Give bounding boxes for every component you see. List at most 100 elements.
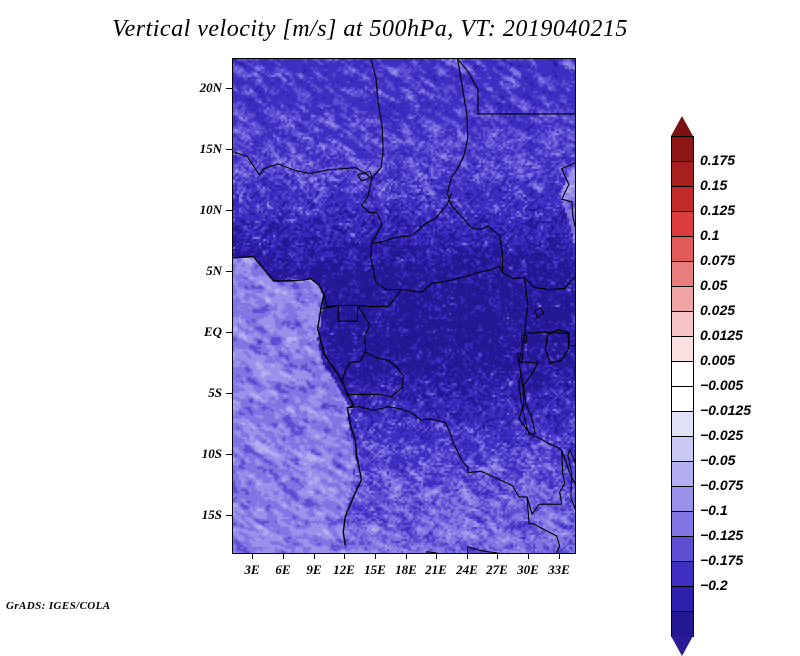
x-tick-mark: [283, 553, 284, 559]
x-axis-label: 9E: [306, 562, 322, 577]
y-tick-mark: [226, 271, 232, 272]
map-boundary-line: [559, 450, 566, 505]
map-boundary-line: [357, 170, 373, 182]
y-axis-label: 10N: [199, 202, 222, 217]
map-boundary-line: [561, 450, 575, 486]
x-tick-mark: [528, 553, 529, 559]
y-axis-label: 5N: [206, 263, 222, 278]
map-boundary-line: [526, 496, 561, 553]
map-boundary-line: [517, 352, 524, 364]
x-tick-mark: [497, 553, 498, 559]
colorbar-band: [671, 211, 694, 237]
colorbar-tick-label: 0.075: [700, 252, 736, 268]
map-boundary-line: [370, 59, 384, 179]
map-boundary-line: [371, 193, 453, 244]
colorbar-tick-label: 0.1: [700, 227, 720, 243]
map-boundary-line: [467, 546, 499, 553]
x-tick-mark: [314, 553, 315, 559]
colorbar-band: [671, 261, 694, 287]
map-boundary-line: [541, 276, 575, 291]
map-boundary-line: [518, 277, 563, 451]
colorbar-band: [671, 286, 694, 312]
map-boundary-line: [347, 351, 405, 398]
colorbar-tick-label: 0.125: [700, 202, 736, 218]
colorbar-band: [671, 361, 694, 387]
x-axis-label: 3E: [244, 562, 260, 577]
map-boundary-line: [347, 406, 469, 473]
colorbar-band: [671, 536, 694, 562]
y-axis-label: 20N: [199, 80, 222, 95]
map-boundary-line: [446, 59, 504, 273]
colorbar-band: [671, 461, 694, 487]
colorbar-max-arrow: [671, 116, 693, 136]
map-boundary-line: [426, 551, 438, 553]
x-axis-label: 24E: [456, 562, 478, 577]
map-boundary-line: [337, 305, 359, 322]
map-boundary-line: [522, 361, 539, 388]
colorbar-band: [671, 511, 694, 537]
colorbar-tick-label: −0.025: [700, 427, 744, 443]
colorbar-tick-label: −0.1: [700, 502, 728, 518]
x-axis-label: 21E: [425, 562, 447, 577]
colorbar-tick-label: −0.2: [700, 577, 728, 593]
x-tick-mark: [406, 553, 407, 559]
colorbar-tick-label: 0.025: [700, 302, 736, 318]
vertical-velocity-heatmap: [233, 59, 575, 553]
map-boundary-line: [457, 59, 479, 114]
y-tick-mark: [226, 393, 232, 394]
grads-credit: GrADS: IGES/COLA: [6, 600, 111, 612]
colorbar-tick-label: 0.0125: [700, 327, 743, 343]
map-boundary-line: [534, 307, 545, 319]
x-axis-label: 18E: [395, 562, 417, 577]
colorbar-band: [671, 411, 694, 437]
colorbar-band: [671, 436, 694, 462]
x-tick-mark: [559, 553, 560, 559]
y-tick-mark: [226, 454, 232, 455]
y-axis-label: 5S: [208, 385, 222, 400]
y-tick-mark: [226, 210, 232, 211]
colorbar-tick-label: 0.005: [700, 352, 736, 368]
colorbar-band: [671, 586, 694, 612]
x-tick-mark: [436, 553, 437, 559]
map-boundary-line: [233, 151, 373, 179]
colorbar-tick-label: 0.05: [700, 277, 728, 293]
colorbar-band: [671, 611, 694, 637]
map-boundary-line: [544, 329, 570, 364]
y-axis-label: 15S: [201, 507, 222, 522]
map-boundary-line: [518, 374, 536, 436]
x-tick-mark: [467, 553, 468, 559]
x-axis-label: 30E: [517, 562, 539, 577]
x-axis-label: 6E: [275, 562, 291, 577]
map-boundary-line: [467, 470, 562, 516]
colorbar-band: [671, 161, 694, 187]
map-boundary-line: [502, 272, 542, 289]
map-boundary-line: [518, 360, 539, 364]
map-boundary-line: [323, 289, 402, 308]
map-overlay-borders: [233, 59, 575, 553]
y-axis-label: EQ: [203, 324, 222, 339]
colorbar-tick-label: 0.175: [700, 152, 736, 168]
colorbar-band: [671, 486, 694, 512]
colorbar-band: [671, 561, 694, 587]
map-boundary-line: [560, 162, 575, 227]
colorbar-band: [671, 136, 694, 162]
map-boundary-line: [521, 334, 528, 345]
colorbar-tick-label: 0.15: [700, 177, 728, 193]
x-axis-label: 33E: [548, 562, 570, 577]
y-tick-mark: [226, 515, 232, 516]
colorbar-tick-label: −0.005: [700, 377, 744, 393]
colorbar-min-arrow: [671, 636, 693, 656]
x-axis-label: 15E: [364, 562, 386, 577]
y-axis-label: 15N: [199, 141, 222, 156]
colorbar-tick-label: −0.175: [700, 552, 744, 568]
y-tick-mark: [226, 149, 232, 150]
y-axis-label: 10S: [201, 446, 222, 461]
map-boundary-line: [567, 449, 575, 510]
colorbar-band: [671, 311, 694, 337]
map-boundary-line: [360, 178, 503, 293]
colorbar-tick-label: −0.05: [700, 452, 736, 468]
colorbar-band: [671, 386, 694, 412]
colorbar: [671, 58, 695, 656]
page-title: Vertical velocity [m/s] at 500hPa, VT: 2…: [112, 16, 628, 42]
y-tick-mark: [226, 332, 232, 333]
